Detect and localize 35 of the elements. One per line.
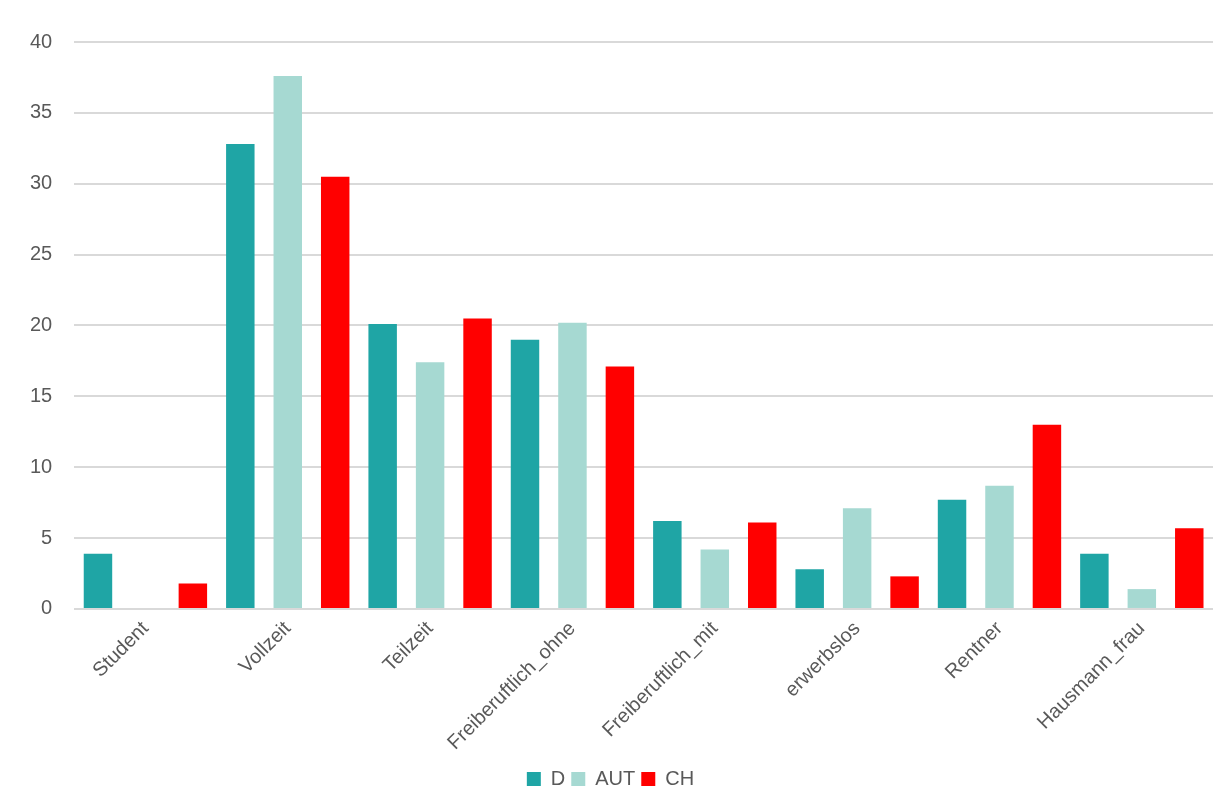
bar	[226, 144, 255, 608]
bar	[985, 485, 1014, 608]
bar	[558, 322, 587, 608]
y-tick-label: 25	[30, 242, 53, 265]
y-tick-label: 35	[30, 100, 53, 123]
y-tick-label: 40	[30, 29, 53, 52]
bar	[83, 553, 113, 608]
bar	[795, 569, 824, 608]
y-tick-label: 0	[41, 596, 53, 619]
bar	[748, 522, 777, 608]
y-tick-label: 30	[30, 171, 53, 194]
bar	[653, 521, 682, 608]
bar	[178, 583, 208, 608]
bar	[1127, 589, 1157, 608]
y-tick-label: 5	[41, 525, 53, 548]
legend-label: CH	[665, 766, 695, 789]
bar	[368, 324, 397, 608]
bar	[273, 76, 302, 608]
bar	[463, 318, 492, 608]
y-tick-label: 10	[30, 454, 53, 477]
bar	[320, 176, 350, 608]
bar	[1032, 424, 1062, 608]
bar	[1175, 528, 1204, 608]
bar	[510, 339, 540, 608]
legend-label: D	[550, 766, 566, 789]
bar	[890, 576, 919, 608]
bar	[415, 362, 445, 608]
y-tick-label: 20	[30, 313, 53, 335]
bar	[842, 508, 872, 608]
bar	[1080, 553, 1109, 608]
bar	[700, 549, 730, 608]
bar	[937, 499, 967, 608]
bar	[605, 366, 635, 608]
legend-label: AUT	[595, 766, 636, 789]
y-tick-label: 15	[30, 383, 53, 406]
